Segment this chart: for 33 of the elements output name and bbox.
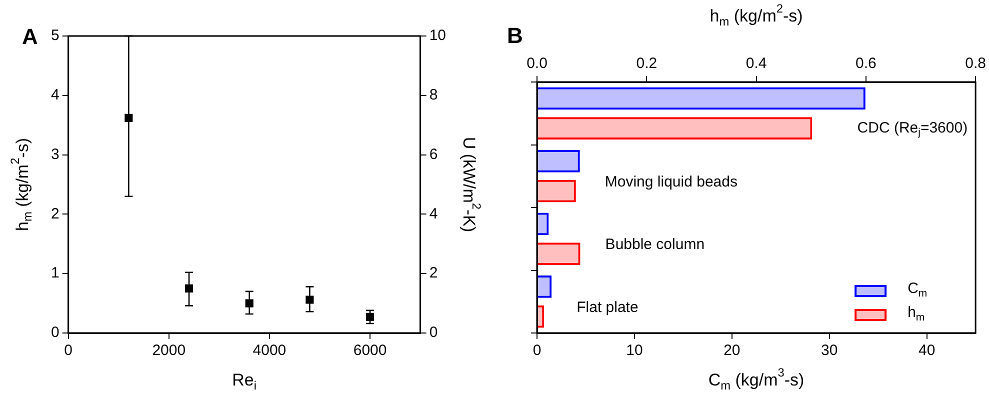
- x2-tick-label: 0.6: [856, 55, 876, 72]
- y2-tick-label: 4: [429, 205, 438, 222]
- x-tick-label: 0: [532, 342, 542, 360]
- y-tick-label: 5: [51, 27, 60, 44]
- x2-tick-label: 0.8: [965, 55, 986, 72]
- x-tick-label: 40: [918, 342, 936, 360]
- chart-title: B: [507, 23, 523, 48]
- y2-tick-label: 0: [429, 324, 438, 342]
- y-tick-label: 1: [51, 264, 60, 282]
- y2-tick-label: 10: [429, 27, 446, 44]
- y2-axis-title: U (kW/m2-K): [460, 136, 484, 232]
- y-axis-title: hm (kg/m2-s): [8, 138, 35, 232]
- x2-tick-label: 0.0: [526, 55, 548, 72]
- x-tick-label: 10: [626, 342, 643, 360]
- category-label: Bubble column: [605, 236, 705, 254]
- y-tick-label: 4: [51, 86, 60, 104]
- x-tick-label: 4000: [252, 342, 286, 360]
- y2-tick-label: 6: [429, 146, 438, 163]
- y2-tick-label: 2: [429, 264, 438, 282]
- x2-tick-label: 0.4: [746, 55, 767, 72]
- x2-tick-label: 0.2: [636, 55, 658, 72]
- x-tick-label: 30: [821, 342, 838, 360]
- x-tick-label: 2000: [152, 342, 186, 360]
- category-label: Flat plate: [576, 298, 638, 316]
- y-tick-label: 3: [51, 146, 60, 163]
- y-tick-label: 2: [51, 205, 60, 222]
- y2-tick-label: 8: [429, 86, 438, 104]
- category-label: Moving liquid beads: [604, 173, 738, 190]
- chart-title: A: [22, 24, 38, 50]
- x-tick-label: 0: [64, 342, 73, 360]
- x-tick-label: 20: [724, 342, 740, 360]
- x-tick-label: 6000: [353, 342, 387, 360]
- y-tick-label: 0: [51, 324, 60, 342]
